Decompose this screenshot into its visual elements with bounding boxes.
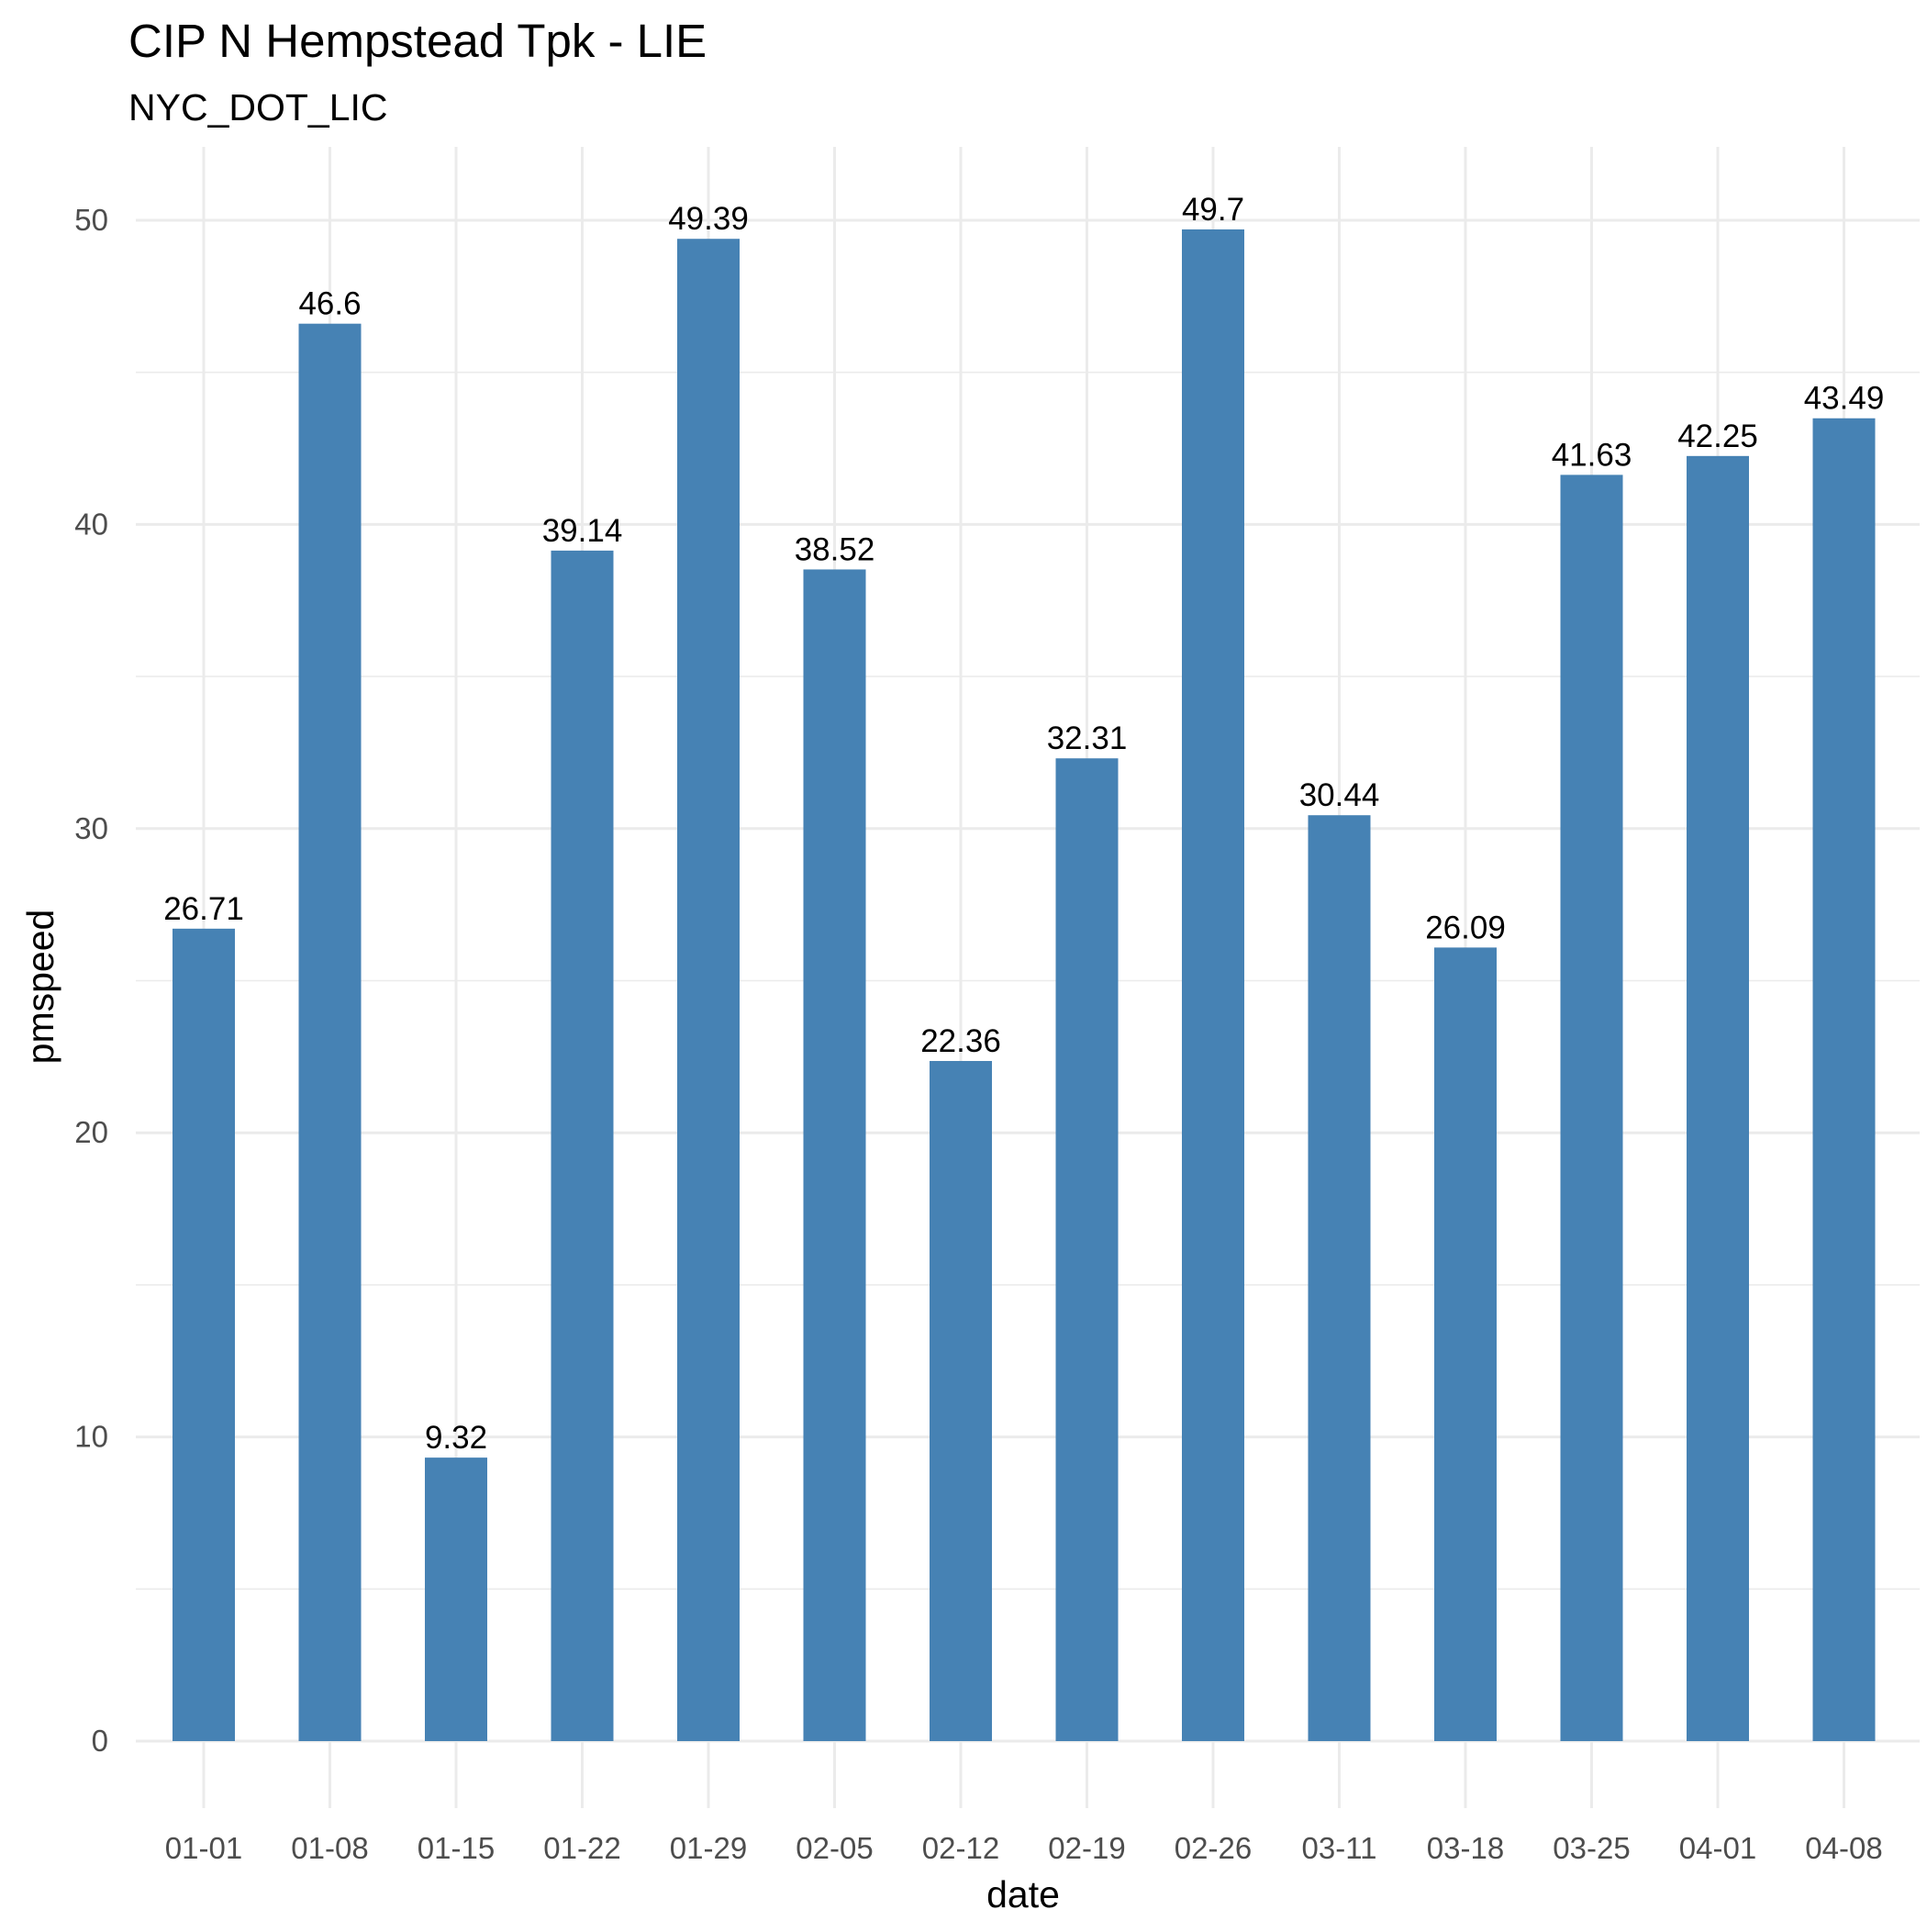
x-tick-label: 01-29 (670, 1831, 747, 1865)
bar-value-label: 32.31 (1047, 720, 1128, 756)
chart-title: CIP N Hempstead Tpk - LIE (128, 15, 707, 67)
bar-value-label: 41.63 (1552, 437, 1632, 473)
bar-value-label: 38.52 (795, 531, 875, 567)
bar (1434, 947, 1497, 1741)
bar-value-label: 49.7 (1182, 192, 1244, 228)
y-tick-label: 30 (74, 811, 108, 845)
y-tick-label: 0 (92, 1724, 108, 1758)
y-axis-title: pmspeed (19, 910, 61, 1065)
y-tick-label: 40 (74, 507, 108, 541)
bar-value-label: 46.6 (298, 286, 361, 322)
x-tick-label: 04-08 (1805, 1831, 1882, 1865)
gridlines (136, 147, 1920, 1808)
bar (1687, 455, 1749, 1742)
bar (1560, 475, 1623, 1741)
bar (930, 1060, 992, 1741)
bar-value-label: 26.71 (163, 891, 244, 927)
bar-value-label: 30.44 (1299, 777, 1380, 813)
bar (425, 1457, 487, 1741)
x-tick-label: 01-22 (543, 1831, 620, 1865)
x-tick-label: 02-19 (1048, 1831, 1125, 1865)
y-tick-label: 10 (74, 1420, 108, 1454)
bar (803, 569, 866, 1741)
bar-value-label: 43.49 (1804, 381, 1885, 417)
bar (1182, 229, 1244, 1741)
bar-value-label: 39.14 (542, 513, 623, 549)
x-axis-title: date (986, 1873, 1060, 1915)
x-tick-label: 01-08 (291, 1831, 368, 1865)
bar-value-label: 22.36 (920, 1023, 1001, 1059)
data-labels: 26.71 46.6 9.32 39.14 49.39 38.52 22.36 32.31 49… (163, 192, 1884, 1456)
bar-value-label: 9.32 (425, 1420, 487, 1456)
x-tick-label: 01-15 (418, 1831, 495, 1865)
x-tick-label: 03-18 (1427, 1831, 1504, 1865)
y-tick-label: 20 (74, 1115, 108, 1149)
x-tick-label: 03-11 (1302, 1831, 1377, 1865)
bar (298, 323, 362, 1741)
x-tick-label: 04-01 (1679, 1831, 1756, 1865)
x-tick-label: 01-01 (165, 1831, 242, 1865)
x-axis-ticks: 01-01 01-08 01-15 01-22 01-29 02-05 02-12 02-19… (165, 1831, 1883, 1865)
bar (1308, 815, 1371, 1741)
bar (677, 239, 740, 1742)
chart-subtitle: NYC_DOT_LIC (128, 86, 388, 128)
bar (1812, 418, 1876, 1741)
bar-value-label: 42.25 (1677, 419, 1758, 454)
bar-value-label: 26.09 (1425, 910, 1506, 945)
y-tick-label: 50 (74, 203, 108, 237)
bar (1055, 758, 1119, 1741)
y-axis-ticks: 0 10 20 30 40 50 (74, 203, 108, 1758)
bars (173, 229, 1876, 1742)
x-tick-label: 03-25 (1553, 1831, 1630, 1865)
bar (173, 928, 235, 1741)
x-tick-label: 02-05 (796, 1831, 873, 1865)
bar-value-label: 49.39 (668, 201, 749, 237)
bar (551, 550, 614, 1741)
x-tick-label: 02-12 (922, 1831, 999, 1865)
x-tick-label: 02-26 (1175, 1831, 1252, 1865)
